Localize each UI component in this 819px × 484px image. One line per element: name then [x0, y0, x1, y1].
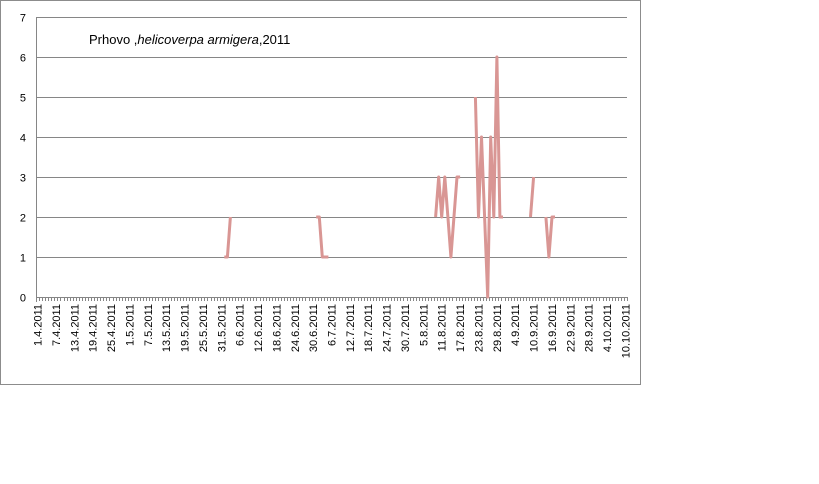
series-line-segment	[473, 55, 503, 299]
chart-title-part: Prhovo ,	[89, 32, 137, 47]
x-tick-label: 12.7.2011	[345, 304, 357, 352]
x-tick-label: 25.5.2011	[198, 304, 210, 352]
x-tick-label: 24.7.2011	[382, 304, 394, 352]
x-tick-label: 29.8.2011	[492, 304, 504, 352]
x-tick-label: 18.7.2011	[363, 304, 375, 352]
axes: 0 1 2 3 4 5 6 7 1.4.2011 7.4.2011 13.4.2011 19.4.20…	[20, 13, 633, 359]
x-tick-label: 11.8.2011	[437, 304, 449, 351]
x-tick-label: 31.5.2011	[216, 304, 228, 352]
x-tick-label: 24.6.2011	[290, 304, 302, 352]
x-tick-label: 6.6.2011	[235, 304, 247, 346]
x-tick-label: 10.9.2011	[529, 304, 541, 352]
y-tick-label: 4	[20, 133, 26, 145]
x-tick-label: 5.8.2011	[418, 304, 430, 346]
x-tick-label: 19.4.2011	[88, 304, 100, 352]
y-tick-label: 5	[20, 93, 26, 105]
x-tick-label: 13.5.2011	[161, 304, 173, 352]
x-tick-label: 23.8.2011	[473, 304, 485, 352]
x-tick-label: 7.5.2011	[143, 304, 155, 346]
series-layer	[224, 55, 555, 299]
y-tick-label: 6	[20, 53, 26, 65]
x-tick-label: 6.7.2011	[327, 304, 339, 346]
chart-title-species: helicoverpa armigera	[137, 32, 258, 47]
x-tick-label: 30.6.2011	[308, 304, 320, 352]
x-tick-label: 13.4.2011	[69, 304, 81, 352]
chart-area	[0, 0, 641, 385]
series-line-segment	[529, 176, 536, 218]
x-tick-label: 18.6.2011	[271, 304, 283, 352]
y-tick-label: 2	[20, 213, 26, 225]
series-line-segment	[224, 216, 232, 259]
x-tick-label: 1.4.2011	[33, 304, 45, 346]
series-line-segment	[434, 175, 461, 259]
x-tick-label: 12.6.2011	[253, 304, 265, 352]
series-line-segment	[316, 215, 329, 259]
chart-title: Prhovo ,helicoverpa armigera,2011	[89, 32, 290, 47]
x-tick-label: 22.9.2011	[565, 304, 577, 352]
gridlines	[36, 17, 627, 258]
x-tick-label: 7.4.2011	[51, 304, 63, 346]
x-tick-label: 17.8.2011	[455, 304, 467, 352]
chart-title-year: ,2011	[259, 32, 291, 47]
y-tick-label: 1	[20, 253, 26, 265]
x-tick-label: 16.9.2011	[547, 304, 559, 352]
x-tick-label: 28.9.2011	[584, 304, 596, 352]
series-line-segment	[544, 215, 555, 259]
x-tick-label: 30.7.2011	[400, 304, 412, 352]
y-tick-label: 3	[20, 173, 26, 185]
x-tick-label: 19.5.2011	[180, 304, 192, 352]
y-tick-label: 7	[20, 13, 26, 25]
x-tick-label: 25.4.2011	[106, 304, 118, 352]
y-tick-label: 0	[20, 293, 26, 305]
x-tick-label: 4.9.2011	[510, 304, 522, 346]
x-tick-label: 4.10.2011	[602, 304, 614, 352]
x-tick-label: 1.5.2011	[124, 304, 136, 346]
x-tick-label: 10.10.2011	[620, 304, 632, 358]
